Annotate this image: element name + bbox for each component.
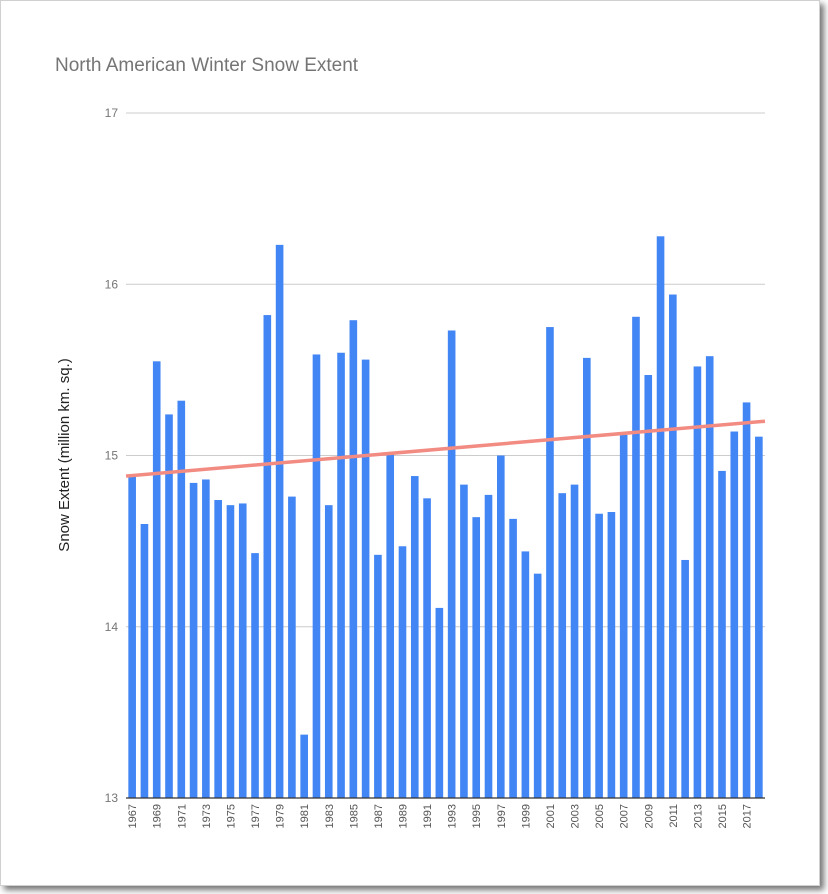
bar-1992 [435, 607, 444, 798]
axes: 1967 1969 1971 1973 1975 1977 1979 1981 1983 1985… [126, 797, 765, 828]
x-tick-label: 2005 [594, 804, 606, 828]
x-tick-label: 2003 [570, 804, 582, 828]
bar-1967 [128, 476, 136, 798]
bar-1993 [447, 330, 456, 798]
trendline [125, 419, 766, 478]
bar-1990 [410, 476, 419, 798]
bar-1980 [288, 496, 296, 798]
bar-1986 [361, 359, 370, 798]
bar-1968 [140, 524, 149, 798]
x-tick-label: 1989 [397, 804, 409, 828]
bar-1997 [496, 455, 505, 798]
bar-1985 [349, 320, 358, 798]
x-tick-label: 2007 [619, 804, 631, 828]
x-tick-label: 2011 [668, 804, 680, 828]
bar-2006 [607, 512, 616, 798]
bar-1989 [398, 546, 407, 798]
bar-1976 [238, 503, 247, 798]
bar-1982 [312, 354, 321, 798]
y-axis-label: Snow Extent (million km. sq.) [56, 358, 73, 551]
bar-1981 [300, 734, 308, 798]
x-tick-label: 1967 [127, 804, 139, 828]
bar-1995 [472, 517, 481, 798]
y-tick-label: 15 [105, 449, 119, 463]
bar-1973 [202, 479, 210, 798]
x-tick-label: 1971 [176, 804, 188, 828]
y-tick-label: 13 [105, 791, 119, 805]
bar-2010 [656, 236, 665, 799]
y-tick-label: 14 [105, 620, 119, 634]
bars [128, 236, 763, 799]
trendline-layer [125, 419, 766, 478]
bar-2008 [632, 316, 640, 798]
bar-2018 [755, 436, 763, 798]
bar-1998 [509, 518, 517, 798]
x-tick-label: 2017 [742, 804, 754, 828]
bar-1988 [386, 453, 395, 798]
x-tick-label: 1995 [471, 804, 483, 828]
x-tick-label: 2001 [545, 804, 557, 828]
x-tick-label: 1987 [373, 804, 385, 828]
bar-2003 [570, 484, 579, 798]
bar-2009 [644, 375, 653, 798]
bar-2005 [595, 513, 603, 798]
x-tick-label: 1997 [496, 804, 508, 828]
bar-1971 [177, 400, 186, 798]
bar-1975 [226, 505, 235, 798]
x-tick-label: 2015 [717, 804, 729, 828]
x-tick-label: 1975 [225, 804, 237, 828]
bar-1987 [374, 554, 382, 798]
x-tick-label: 1991 [422, 804, 434, 828]
bar-2000 [533, 573, 542, 798]
bar-2013 [693, 366, 702, 798]
x-tick-label: 1985 [348, 804, 360, 828]
bar-1969 [152, 361, 161, 798]
bar-2011 [669, 294, 677, 798]
x-tick-label: 2013 [692, 804, 704, 828]
bar-2007 [619, 434, 628, 798]
bar-1979 [275, 244, 284, 799]
x-tick-label: 1983 [324, 804, 336, 828]
bar-1999 [521, 551, 530, 798]
y-tick-label: 17 [105, 106, 119, 120]
bar-1970 [165, 414, 173, 798]
bar-2001 [546, 327, 554, 798]
x-tick-label: 1993 [447, 804, 459, 828]
bar-1972 [189, 482, 198, 798]
x-tick-label: 1979 [275, 804, 287, 828]
bar-1984 [337, 352, 345, 798]
bar-2012 [681, 559, 689, 798]
bar-2004 [583, 357, 591, 798]
bar-1977 [251, 553, 259, 798]
y-tick-label: 16 [105, 277, 119, 291]
bar-2015 [718, 470, 726, 798]
bar-1974 [214, 500, 222, 798]
x-tick-label: 1981 [299, 804, 311, 828]
bar-2016 [730, 431, 739, 798]
x-tick-label: 1999 [520, 804, 532, 828]
bar-2017 [742, 402, 751, 798]
x-tick-label: 1977 [250, 804, 262, 828]
chart-title: North American Winter Snow Extent [55, 55, 359, 76]
x-tick-label: 1969 [152, 804, 164, 828]
bar-1996 [484, 494, 493, 798]
bar-1983 [324, 505, 333, 798]
bar-2002 [558, 493, 567, 798]
bar-1978 [263, 315, 272, 798]
bar-1991 [423, 498, 431, 798]
x-tick-label: 1973 [201, 804, 213, 828]
bar-1994 [460, 484, 468, 798]
x-tick-label: 2009 [643, 804, 655, 828]
bar-2014 [705, 356, 714, 798]
